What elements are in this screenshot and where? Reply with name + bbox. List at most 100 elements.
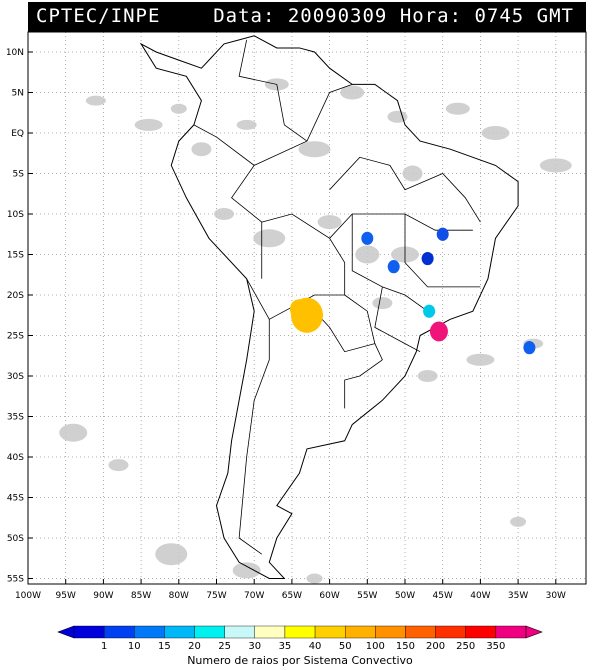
date-value: 20090309 [287,5,388,27]
lat-tick-label: 50S [7,534,24,544]
map-header: CPTEC/INPE Data: 20090309 Hora: 0745 GMT [28,2,586,32]
lon-tick-label: 60W [319,591,339,601]
lat-tick-label: 10N [6,48,24,58]
colorbar-tick-label: 150 [396,641,415,652]
convective-system [429,321,448,342]
south-america-coastline [139,35,519,579]
cloud-patch [155,543,188,566]
colorbar-tick-label: 15 [158,641,171,652]
colorbar-segment [254,625,286,639]
cloud-patch [466,353,495,366]
lat-tick-label: 5N [12,89,24,99]
cloud-patch [402,165,423,182]
lon-tick-label: 30W [546,591,566,601]
cloud-patch [510,516,527,527]
country-border [238,39,308,142]
lat-tick-label: 20S [7,291,24,301]
cloud-patch [298,141,331,158]
time-label: Hora: [399,5,463,27]
cloud-patch [232,562,261,579]
colorbar-segment [465,625,497,639]
lon-tick-label: 40W [470,591,490,601]
lat-tick-label: 25S [7,332,24,342]
lon-tick-label: 55W [357,591,377,601]
map-frame [27,31,587,585]
colorbar-segment [194,625,225,639]
cloud-patch [340,85,365,100]
cloud-patch [445,102,470,115]
colorbar-segment [435,625,466,639]
lon-tick-label: 65W [282,591,302,601]
colorbar-tick-label: 100 [366,641,385,652]
colorbar-tick-label: 25 [218,641,231,652]
lat-tick-label: 30S [7,372,24,382]
cloud-patch [134,118,163,131]
colorbar-tick-label: 200 [426,641,445,652]
colorbar-tick-label: 20 [188,641,201,652]
colorbar-tick-label: 1 [101,641,107,652]
time-value: 0745 GMT [474,5,574,27]
lat-tick-label: 10S [7,210,24,220]
longitude-axis: 100W 95W 90W 85W 80W 75W 70W 65W 60W 55W 50W 45W 40W… [15,579,566,601]
country-border [261,213,346,320]
colorbar-segment [314,625,346,639]
lon-tick-label: 80W [169,591,189,601]
colorbar-segment [375,625,406,639]
lon-tick-label: 85W [131,591,151,601]
convective-system [361,231,374,245]
cloud-patch [387,110,408,123]
colorbar-tick-label: 40 [309,641,322,652]
cloud-patch [253,229,286,248]
lat-tick-label: 40S [7,453,24,463]
colorbar-segment [495,625,527,639]
colorbar-segment [405,625,436,639]
cloud-patch [108,459,129,472]
colorbar-tick-label: 50 [339,641,352,652]
convective-system [523,341,536,355]
country-border [404,214,481,288]
convective-system [423,304,436,318]
lon-tick-label: 95W [56,591,76,601]
cloud-patch [355,245,380,264]
convective-system [436,227,449,241]
lon-tick-label: 50W [395,591,415,601]
convective-system [421,251,434,266]
cloud-patch [85,95,106,106]
colorbar-tick-label: 350 [486,641,505,652]
lon-tick-label: 75W [206,591,226,601]
lon-tick-label: 70W [244,591,264,601]
cloud-patch [214,208,235,220]
colorbar-segment [134,625,165,639]
cloud-patch [59,423,88,442]
cloud-cover-layer [59,78,572,584]
convective-system-lobe [289,299,308,320]
cloud-patch [236,119,257,130]
lon-tick-label: 45W [433,591,453,601]
colorbar-tick-label: 30 [248,641,261,652]
header-title: CPTEC/INPE [36,5,161,27]
colorbar-segment [73,625,105,639]
colorbar-segment [284,625,316,639]
lon-tick-label: 90W [93,591,113,601]
colorbar-tick-label: 250 [456,641,475,652]
country-border [344,343,383,409]
country-border [329,156,481,223]
lat-tick-label: 55S [7,575,24,585]
country-border [178,124,217,142]
colorbar-segment [164,625,195,639]
colorbar-segment [224,625,256,639]
convective-system [387,260,400,274]
colorbar-max-arrow [525,625,543,639]
cloud-patch [170,103,187,114]
country-border [254,84,353,166]
lat-tick-label: EQ [11,129,24,139]
country-border [314,294,376,353]
latitude-axis: 10N 5N EQ 5S 10S 15S 20S 25S 30S 35S 40S 45S 50S 55S [6,48,33,585]
cloud-patch [317,215,342,230]
colorbar-label: Numero de raios por Sistema Convectivo [187,654,413,667]
country-border [374,286,421,353]
lon-tick-label: 100W [15,591,41,601]
colorbar-tick-label: 10 [128,641,141,652]
colorbar-tick-label: 35 [279,641,292,652]
